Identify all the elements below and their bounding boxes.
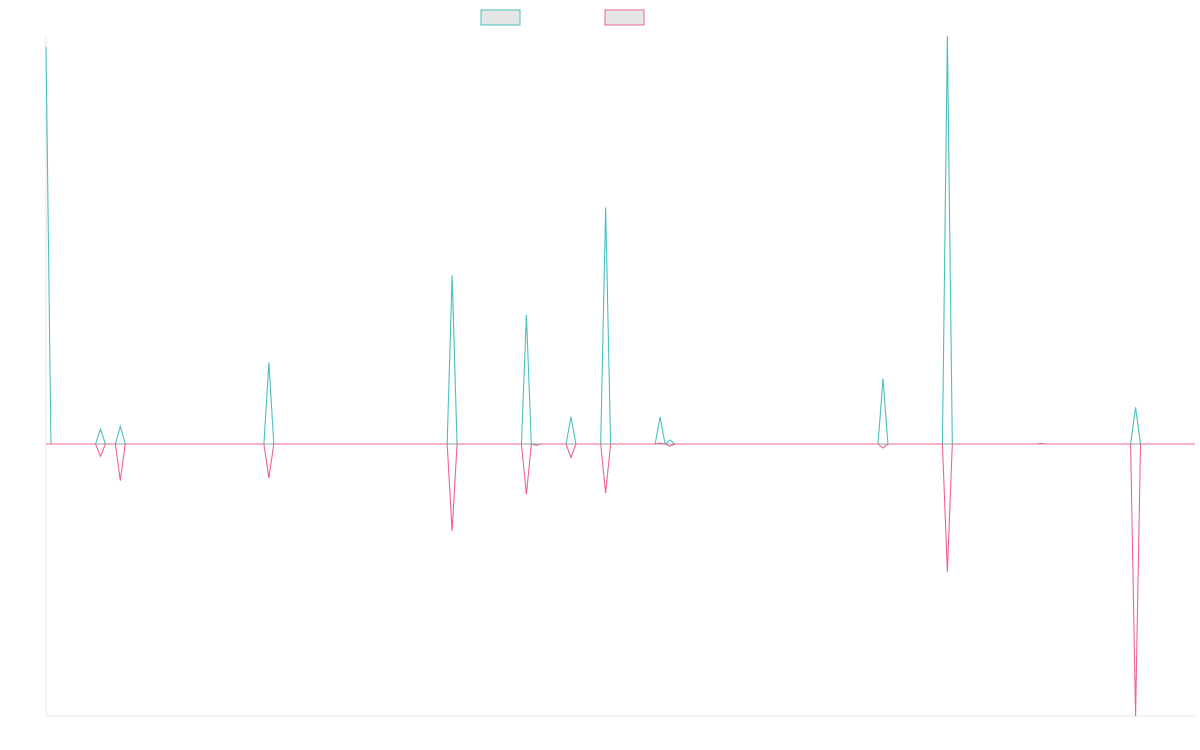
series-line-1: [45, 35, 1195, 446]
series-line-2: [46, 442, 1195, 717]
legend-swatch-1[interactable]: [480, 9, 521, 26]
legend-swatch-2[interactable]: [604, 9, 645, 26]
legend[interactable]: [480, 9, 645, 26]
axes: [45, 36, 1195, 717]
series-group: [45, 35, 1195, 717]
